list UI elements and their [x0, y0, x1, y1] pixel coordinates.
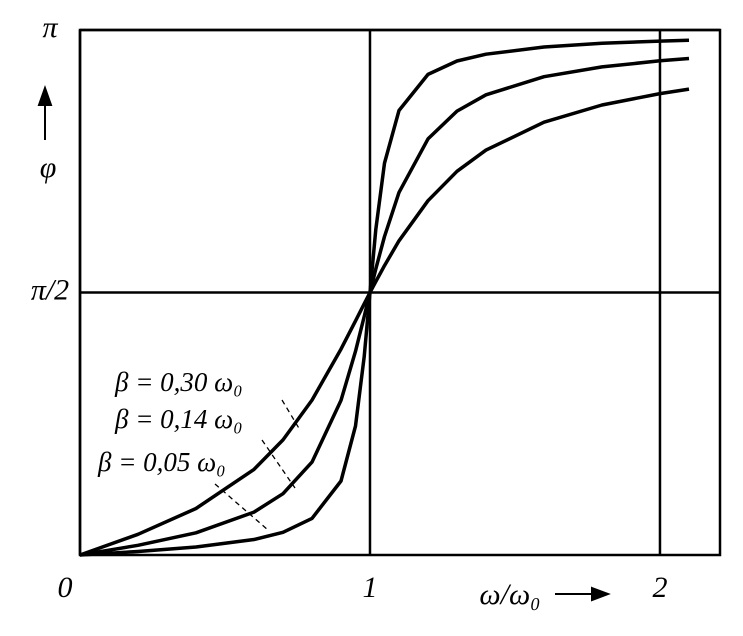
phase-curve	[79, 56, 690, 557]
x-tick-label: 2	[652, 571, 667, 604]
y-axis-label: φ	[40, 151, 57, 184]
series-label: β = 0,05 ω₀	[97, 447, 226, 477]
y-tick-label: π	[42, 11, 58, 44]
x-axis-arrow	[555, 586, 611, 602]
x-tick-label: 1	[362, 571, 377, 604]
phase-curve	[79, 38, 690, 557]
series-label: β = 0,30 ω₀	[114, 367, 243, 397]
y-tick-label: π/2	[31, 273, 69, 306]
series-label: β = 0,14 ω₀	[114, 404, 243, 434]
x-tick-label: 0	[58, 571, 73, 604]
y-axis-arrow	[37, 84, 53, 140]
x-axis-label: ω/ω₀	[479, 578, 540, 611]
